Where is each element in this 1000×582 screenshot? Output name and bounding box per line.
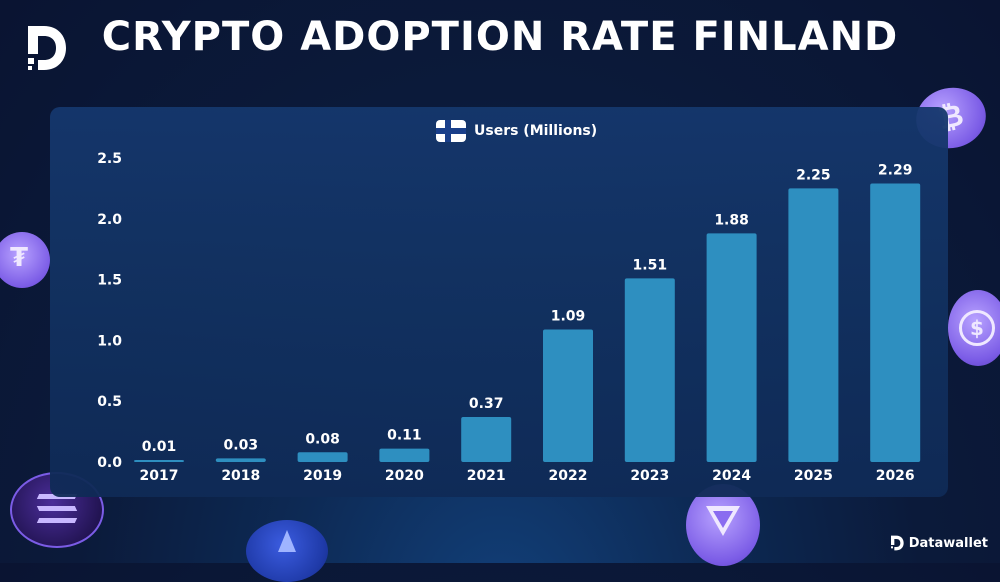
data-label: 2.29 — [878, 163, 913, 179]
y-tick-label: 1.0 — [97, 333, 122, 349]
datawallet-small-logo-icon — [890, 535, 904, 551]
x-tick-label: 2025 — [794, 468, 833, 484]
chart-legend: Users (Millions) — [436, 119, 597, 143]
data-label: 1.88 — [714, 212, 749, 228]
bar — [624, 278, 675, 462]
tether-coin-icon: ₮ — [0, 232, 50, 288]
bar — [379, 448, 430, 462]
y-tick-label: 1.5 — [97, 273, 122, 289]
x-tick-label: 2018 — [221, 468, 260, 484]
bar — [134, 460, 184, 462]
data-label: 0.08 — [305, 431, 340, 447]
x-tick-label: 2023 — [630, 468, 669, 484]
bar-chart: 0.0 0.5 1.0 1.5 2.0 2.5 0.01 2017 0.03 2018 0.08 20… — [97, 151, 921, 484]
x-tick-label: 2021 — [467, 468, 506, 484]
y-tick-label: 2.0 — [97, 212, 122, 228]
page-title: CRYPTO ADOPTION RATE FINLAND — [101, 14, 899, 60]
finland-flag-icon — [436, 120, 466, 142]
tron-coin-icon — [686, 484, 760, 566]
legend-label: Users (Millions) — [474, 123, 598, 139]
data-label: 2.25 — [796, 167, 831, 183]
x-tick-label: 2017 — [140, 468, 179, 484]
y-tick-label: 0.5 — [97, 394, 122, 410]
x-tick-label: 2022 — [549, 468, 588, 484]
y-tick-label: 2.5 — [97, 151, 122, 167]
x-tick-label: 2024 — [712, 468, 751, 484]
bar — [788, 188, 839, 462]
data-label: 0.37 — [469, 396, 504, 412]
data-label: 0.01 — [142, 439, 177, 455]
bar — [543, 329, 593, 462]
y-tick-label: 0.0 — [97, 455, 122, 471]
usdc-coin-icon: $ — [948, 290, 1000, 366]
x-tick-label: 2020 — [385, 468, 424, 484]
x-tick-label: 2026 — [876, 468, 915, 484]
bar — [706, 233, 757, 462]
bar — [297, 452, 348, 462]
brand-name: Datawallet — [908, 535, 988, 551]
bar — [870, 183, 921, 462]
x-tick-label: 2019 — [303, 468, 342, 484]
datawallet-logo-icon — [28, 26, 66, 70]
data-label: 1.51 — [633, 257, 668, 273]
data-label: 0.03 — [224, 437, 259, 453]
brand-footer: Datawallet — [889, 535, 988, 551]
bar — [461, 417, 512, 462]
bar — [215, 458, 266, 462]
data-label: 1.09 — [551, 308, 586, 324]
data-label: 0.11 — [387, 428, 422, 444]
